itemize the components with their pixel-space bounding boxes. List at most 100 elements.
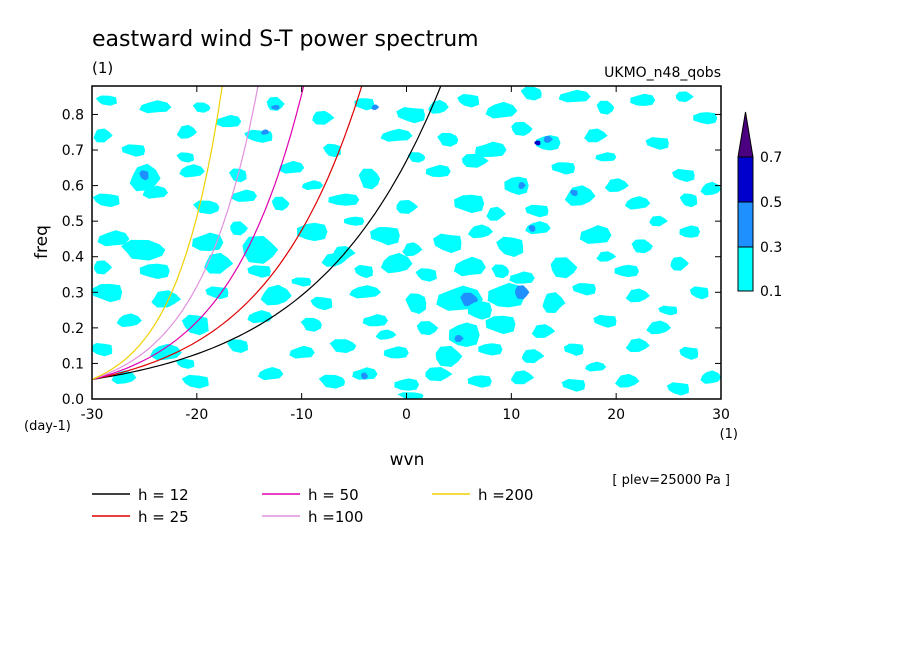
contour-region — [437, 132, 459, 147]
contour-region — [354, 98, 375, 111]
contour-region — [396, 107, 425, 124]
y-tick-label: 0.2 — [62, 321, 84, 337]
contour-region — [266, 96, 285, 111]
contour-region — [487, 282, 526, 308]
contour-region — [496, 236, 524, 257]
contour-region — [396, 199, 419, 214]
contour-region — [397, 392, 424, 399]
contour-region — [534, 140, 541, 146]
contour-region — [509, 271, 535, 284]
y-tick-label: 0.7 — [62, 143, 84, 159]
x-tick-label: -10 — [290, 407, 313, 423]
contour-region — [551, 162, 575, 175]
contour-region — [176, 124, 197, 139]
contour-region — [425, 164, 451, 178]
y-tick-label: 0.4 — [62, 250, 84, 266]
color-bar-segment — [737, 246, 754, 292]
contour-region — [518, 182, 526, 189]
contour-region — [92, 343, 113, 357]
color-bar-segment — [737, 201, 754, 248]
contour-region — [572, 283, 596, 296]
dispersion-curve — [92, 86, 223, 380]
chart-title: eastward wind S-T power spectrum — [92, 27, 479, 52]
contour-region — [520, 86, 542, 101]
contour-region — [478, 343, 503, 356]
contour-region — [92, 283, 123, 303]
dispersion-curve — [92, 86, 305, 380]
curve-legend: h = 12 h = 25 h = 50 h =100 h =200 — [92, 486, 533, 526]
y-tick-label: 0.1 — [62, 356, 84, 372]
contour-region — [570, 189, 578, 197]
contour-region — [457, 94, 479, 108]
contour-region — [301, 180, 324, 190]
x-tick-label: 30 — [712, 407, 730, 423]
contour-region — [625, 288, 650, 303]
contour-region — [467, 224, 493, 239]
contour-region — [405, 293, 427, 314]
contour-region — [630, 93, 656, 106]
contour-region — [92, 193, 120, 208]
contour-region — [579, 225, 612, 244]
contour-region — [95, 95, 117, 106]
x-tick-label: 20 — [607, 407, 625, 423]
contour-region — [370, 227, 400, 246]
contour-region — [679, 193, 698, 208]
contour-region — [380, 128, 413, 142]
x-tick-label: 10 — [502, 407, 520, 423]
contour-region — [371, 104, 380, 110]
contour-region — [614, 264, 639, 278]
dispersion-curve — [92, 86, 442, 380]
contour-region — [328, 193, 360, 206]
color-bar-label: 0.3 — [760, 240, 782, 256]
contour-region — [511, 121, 533, 136]
y-axis-label: freq — [32, 225, 52, 259]
contour-region — [116, 313, 142, 327]
contour-region — [380, 252, 413, 274]
contour-region — [525, 204, 549, 218]
contour-region — [289, 345, 315, 359]
contour-region — [510, 370, 535, 385]
contour-region — [260, 284, 292, 306]
color-bar-segment — [737, 156, 754, 203]
contour-region — [485, 315, 516, 335]
contour-region — [297, 222, 328, 242]
legend-label: h = 25 — [138, 508, 189, 526]
contour-region — [394, 378, 420, 391]
contour-region — [402, 242, 423, 257]
contour-region — [435, 345, 463, 367]
contour-region — [596, 100, 615, 115]
contour-region — [416, 321, 439, 336]
contour-region — [362, 314, 388, 327]
contour-region — [383, 346, 409, 359]
color-bar-label: 0.7 — [760, 150, 782, 166]
contour-region — [407, 152, 426, 163]
contour-region — [310, 296, 333, 311]
contour-region — [329, 339, 357, 353]
contour-region — [454, 335, 464, 342]
contour-region — [139, 263, 170, 279]
contour-region — [543, 135, 553, 143]
y-tick-label: 0.3 — [62, 285, 84, 301]
contour-region — [358, 168, 380, 190]
x-axis-label: wvn — [390, 450, 425, 470]
contour-region — [596, 251, 617, 262]
contour-region — [150, 343, 182, 361]
contour-region — [486, 206, 506, 221]
contour-region — [646, 320, 672, 335]
contour-region — [454, 194, 485, 214]
contour-region — [344, 216, 365, 226]
y-axis-unit: (day-1) — [24, 419, 71, 434]
contour-region — [318, 374, 345, 389]
y-tick-label: 0.8 — [62, 107, 84, 123]
contour-region — [689, 286, 709, 300]
contour-region — [215, 114, 242, 128]
contour-region — [179, 164, 205, 178]
contour-region — [563, 343, 584, 356]
title-unit: (1) — [92, 59, 113, 77]
contour-region — [93, 128, 113, 143]
contour-region — [142, 185, 169, 199]
contour-region — [521, 349, 545, 364]
contour-region — [94, 260, 113, 275]
y-tick-label: 0.5 — [62, 214, 84, 230]
contour-region — [615, 373, 640, 388]
